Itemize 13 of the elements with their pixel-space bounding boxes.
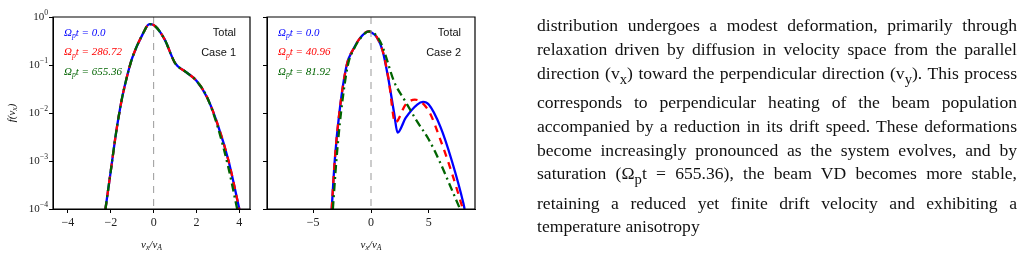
annotation: Total: [437, 26, 462, 39]
x-tick-label: 4: [236, 215, 243, 230]
x-tick-label: 0: [368, 215, 374, 230]
annotation: Total: [212, 26, 237, 39]
annotation: Case 2: [426, 45, 462, 58]
x-tick-label: 2: [193, 215, 200, 230]
x-tick-label: −2: [104, 215, 118, 230]
x-tick-label: −4: [61, 215, 75, 230]
annotation: Case 1: [201, 45, 237, 58]
x-tick-label: 0: [150, 215, 157, 230]
text: distribution undergoes a modest deformation, primarily through relaxation driven by diffusion in velocity space from the parallel direction (v$_{x}$) toward the perpendicular direction (v$_{y}$). This process corresponds to perpendicular heating of the beam population accompanied by a reduction in its drift speed. These deformations become increasingly pronounced as the system evolves, and by saturation (Ω$_{p}$t = 655.36), the beam VD becomes more stable, retaining a reduced yet finite drift velocity and exhibiting a temperature anisotropy: [537, 15, 1017, 237]
x-tick-label: −5: [306, 215, 320, 230]
x-tick-label: 5: [425, 215, 432, 230]
